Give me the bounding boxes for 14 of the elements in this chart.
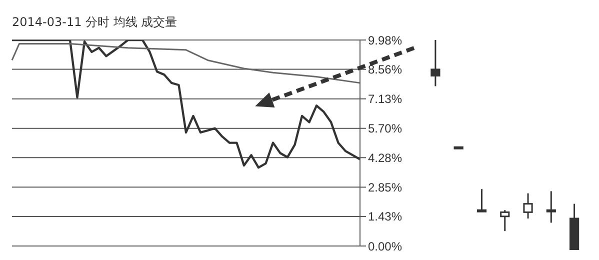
y-tick-label: 8.56% bbox=[368, 62, 402, 77]
candlestick bbox=[546, 190, 556, 224]
candlestick bbox=[476, 188, 487, 212]
y-tick-label: 4.28% bbox=[368, 150, 402, 165]
y-tick-label: 9.98% bbox=[368, 33, 402, 48]
y-tick-label: 5.70% bbox=[368, 122, 402, 136]
candlestick bbox=[523, 192, 533, 220]
y-tick-label: 0.00% bbox=[368, 239, 402, 254]
chart-title: 2014-03-11 分时 均线 成交量 bbox=[12, 14, 178, 31]
y-tick-label: 2.85% bbox=[368, 180, 402, 194]
y-tick-label: 7.13% bbox=[368, 92, 402, 106]
candlestick bbox=[430, 40, 440, 87]
candlestick bbox=[500, 209, 510, 232]
y-tick-label: 1.43% bbox=[368, 210, 402, 224]
